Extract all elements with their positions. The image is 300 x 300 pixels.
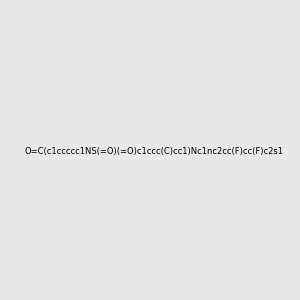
Text: O=C(c1ccccc1NS(=O)(=O)c1ccc(C)cc1)Nc1nc2cc(F)cc(F)c2s1: O=C(c1ccccc1NS(=O)(=O)c1ccc(C)cc1)Nc1nc2… [24, 147, 283, 156]
